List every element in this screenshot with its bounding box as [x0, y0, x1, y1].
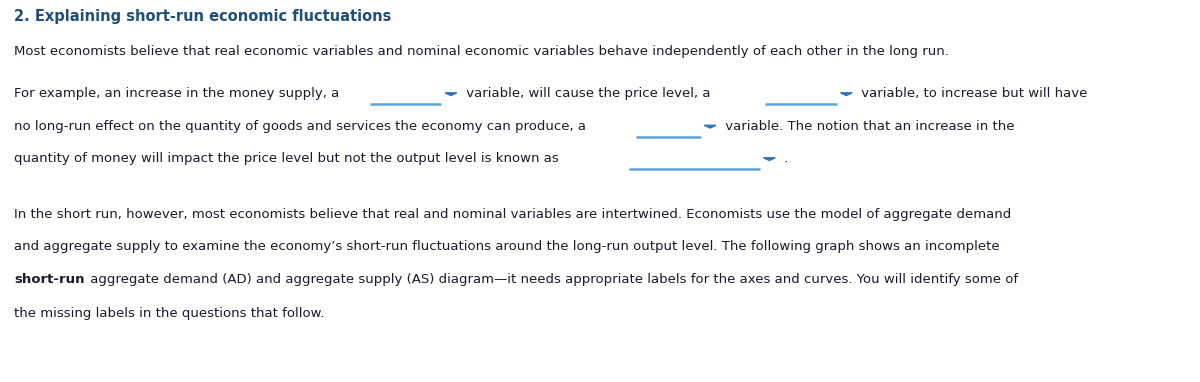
Text: variable. The notion that an increase in the: variable. The notion that an increase in… — [721, 120, 1014, 133]
Text: short-run: short-run — [14, 274, 85, 286]
Polygon shape — [704, 125, 716, 128]
Polygon shape — [445, 93, 457, 96]
Text: quantity of money will impact the price level but not the output level is known : quantity of money will impact the price … — [14, 152, 564, 165]
Text: variable, to increase but will have: variable, to increase but will have — [857, 87, 1087, 100]
Text: aggregate demand (AD) and aggregate supply (AS) diagram—it needs appropriate lab: aggregate demand (AD) and aggregate supp… — [86, 274, 1019, 286]
Text: no long-run effect on the quantity of goods and services the economy can produce: no long-run effect on the quantity of go… — [14, 120, 590, 133]
Text: the missing labels in the questions that follow.: the missing labels in the questions that… — [14, 307, 325, 320]
Text: Most economists believe that real economic variables and nominal economic variab: Most economists believe that real econom… — [14, 45, 949, 58]
Text: In the short run, however, most economists believe that real and nominal variabl: In the short run, however, most economis… — [14, 208, 1012, 221]
Polygon shape — [763, 158, 775, 160]
Polygon shape — [840, 93, 852, 96]
Text: variable, will cause the price level, a: variable, will cause the price level, a — [462, 87, 714, 100]
Text: .: . — [780, 152, 788, 165]
Text: 2. Explaining short-run economic fluctuations: 2. Explaining short-run economic fluctua… — [14, 9, 391, 24]
Text: and aggregate supply to examine the economy’s short-run fluctuations around the : and aggregate supply to examine the econ… — [14, 240, 1000, 253]
Text: For example, an increase in the money supply, a: For example, an increase in the money su… — [14, 87, 344, 100]
